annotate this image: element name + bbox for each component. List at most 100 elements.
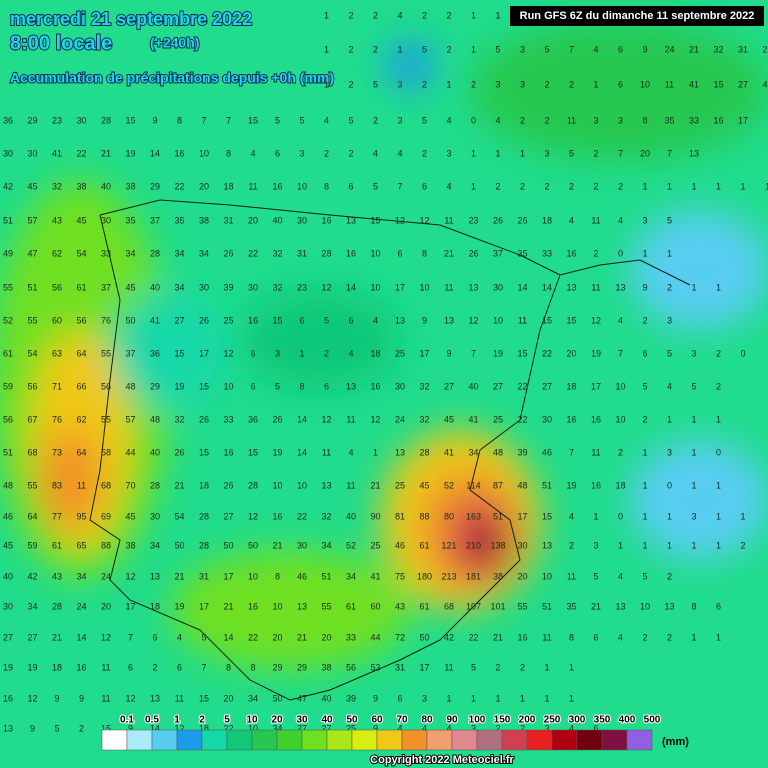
grid-value: 7	[128, 632, 133, 642]
grid-value: 41	[150, 315, 160, 325]
grid-value: 15	[517, 348, 527, 358]
grid-value: 27	[27, 632, 37, 642]
grid-value: 2	[593, 181, 598, 191]
grid-value: 29	[272, 662, 282, 672]
grid-value: 2	[324, 348, 329, 358]
grid-value: 61	[419, 601, 429, 611]
grid-value: 15	[370, 215, 380, 225]
grid-value: 22	[297, 511, 307, 521]
grid-value: 29	[150, 181, 160, 191]
grid-value: 12	[125, 571, 135, 581]
grid-value: 2	[446, 44, 451, 54]
grid-value: 24	[395, 414, 405, 424]
grid-value: 45	[3, 540, 13, 550]
grid-value: 61	[419, 540, 429, 550]
grid-value: 21	[444, 248, 454, 258]
grid-value: 40	[150, 447, 160, 457]
legend-swatch	[601, 729, 628, 751]
grid-value: 27	[3, 632, 13, 642]
grid-value: 73	[52, 447, 62, 457]
grid-value: 1	[716, 414, 721, 424]
grid-value: 34	[174, 282, 184, 292]
grid-value: 14	[346, 282, 356, 292]
grid-value: 33	[689, 115, 699, 125]
grid-value: 12	[591, 315, 601, 325]
grid-value: 20	[321, 632, 331, 642]
grid-value: 17	[517, 511, 527, 521]
grid-value: 1	[716, 282, 721, 292]
grid-value: 35	[566, 601, 576, 611]
grid-value: 10	[640, 601, 650, 611]
grid-value: 54	[76, 248, 86, 258]
grid-value: 8	[569, 632, 574, 642]
grid-value: 6	[299, 315, 304, 325]
grid-value: 16	[76, 662, 86, 672]
grid-value: 66	[76, 381, 86, 391]
grid-value: 11	[567, 571, 576, 581]
grid-value: 19	[272, 447, 282, 457]
grid-value: 22	[223, 723, 233, 733]
grid-value: 11	[77, 480, 86, 490]
legend-swatch	[251, 729, 278, 751]
grid-value: 30	[395, 381, 405, 391]
grid-value: 28	[248, 480, 258, 490]
grid-value: 33	[101, 248, 111, 258]
grid-value: 68	[101, 480, 111, 490]
grid-value: 8	[250, 662, 255, 672]
legend-label: 70	[396, 715, 408, 726]
value-grid: 1224221112215215357469242132312121125321…	[3, 10, 768, 733]
grid-value: 15	[125, 115, 135, 125]
grid-value: 34	[125, 248, 135, 258]
grid-value: 1	[544, 693, 549, 703]
grid-value: 28	[150, 248, 160, 258]
grid-value: 39	[517, 447, 527, 457]
grid-value: 46	[3, 511, 13, 521]
grid-value: 180	[417, 571, 432, 581]
grid-value: 28	[150, 480, 160, 490]
grid-value: 2	[642, 315, 647, 325]
grid-value: 26	[174, 447, 184, 457]
legend-swatch	[126, 729, 153, 751]
grid-value: 4	[373, 315, 378, 325]
grid-value: 1	[716, 511, 721, 521]
grid-value: 41	[52, 148, 62, 158]
grid-value: 35	[125, 215, 135, 225]
grid-value: 1	[569, 693, 574, 703]
grid-value: 5	[667, 348, 672, 358]
grid-value: 59	[27, 540, 37, 550]
grid-value: 2	[593, 248, 598, 258]
grid-value: 1	[397, 44, 402, 54]
grid-value: 1	[667, 181, 672, 191]
grid-value: 17	[125, 601, 135, 611]
grid-value: 52	[444, 480, 454, 490]
grid-value: 21	[370, 480, 380, 490]
grid-value: 54	[27, 348, 37, 358]
grid-value: 64	[76, 348, 86, 358]
grid-value: 6	[177, 662, 182, 672]
grid-value: 95	[76, 511, 86, 521]
grid-value: 1	[520, 693, 525, 703]
grid-value: 4	[446, 181, 451, 191]
grid-value: 7	[397, 181, 402, 191]
grid-value: 35	[517, 248, 527, 258]
grid-value: 5	[275, 115, 280, 125]
grid-value: 1	[691, 181, 696, 191]
grid-value: 6	[128, 662, 133, 672]
grid-value: 71	[52, 381, 62, 391]
grid-value: 23	[468, 215, 478, 225]
grid-value: 12	[321, 282, 331, 292]
grid-value: 6	[152, 632, 157, 642]
grid-value: 4	[618, 215, 623, 225]
legend-swatch	[401, 729, 428, 751]
grid-value: 2	[642, 632, 647, 642]
grid-value: 3	[667, 447, 672, 457]
grid-value: 2	[520, 115, 525, 125]
grid-value: 11	[444, 662, 453, 672]
grid-value: 27	[738, 79, 748, 89]
grid-value: 30	[517, 540, 527, 550]
grid-value: 13	[615, 601, 625, 611]
grid-value: 13	[468, 282, 478, 292]
grid-value: 41	[468, 414, 478, 424]
legend-swatch	[551, 729, 578, 751]
grid-value: 1	[520, 148, 525, 158]
